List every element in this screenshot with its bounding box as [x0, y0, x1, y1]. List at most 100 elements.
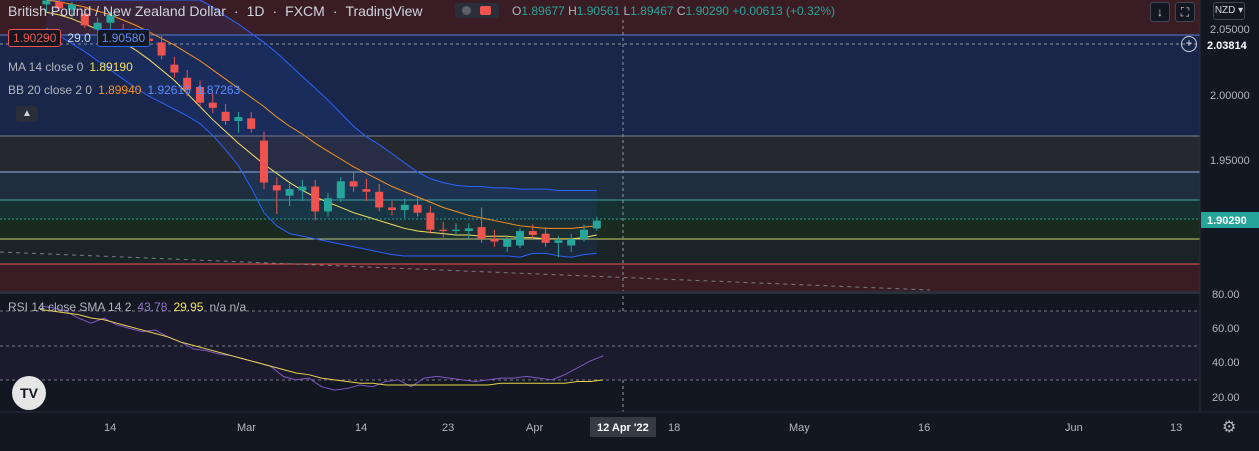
candle [592, 216, 601, 232]
candle-body [196, 86, 204, 103]
bb-lower-line [46, 27, 597, 258]
price-tick-3: 1.95000 [1210, 155, 1250, 167]
candle-body [42, 0, 51, 5]
market-status-icons[interactable] [455, 3, 499, 18]
candle-body [349, 181, 358, 187]
candle-body [93, 22, 102, 30]
candle [375, 183, 384, 212]
candle-body [80, 13, 89, 26]
settings-gear-icon[interactable]: ⚙ [1222, 419, 1237, 436]
candle [208, 93, 217, 114]
candle-body [388, 207, 396, 211]
candle-body [567, 238, 576, 246]
currency-selector[interactable]: NZD ▾ [1213, 2, 1245, 20]
candle [388, 200, 396, 216]
time-label-8: 16 [918, 422, 930, 434]
currency-label: NZD [1214, 5, 1236, 16]
candle [349, 172, 358, 192]
rsi-sma-line [39, 308, 604, 386]
rsi-legend[interactable]: RSI 14 close SMA 14 2 43.78 29.95 n/a n/… [8, 298, 246, 316]
interval-label[interactable]: 1D [246, 3, 265, 19]
time-label-5: Apr [526, 422, 543, 434]
candle [336, 177, 345, 203]
candle [580, 224, 588, 242]
bb-upper-line [46, 0, 597, 191]
candle-body [208, 102, 217, 108]
candle-body [298, 186, 307, 191]
header-separator: · [272, 3, 278, 19]
ohlc-change: +0.00613 (+0.32%) [732, 4, 836, 18]
candle-body [106, 14, 115, 23]
candle [42, 0, 51, 13]
candle-body [375, 191, 384, 208]
fib-band-green [0, 219, 1200, 239]
candle [400, 198, 409, 218]
candle-body [580, 229, 588, 239]
add-alert-plus-icon[interactable]: + [1181, 36, 1197, 52]
bb-legend[interactable]: BB 20 close 2 0 1.89940 1.92616 1.87263 [8, 81, 240, 99]
candle-body [490, 238, 499, 242]
candle [362, 178, 371, 201]
candle [106, 12, 115, 31]
candle-body [592, 220, 601, 229]
candle-body [170, 64, 179, 73]
candle-body [516, 231, 524, 246]
time-label-7: May [789, 422, 810, 434]
candle [80, 7, 89, 28]
symbol-title[interactable]: British Pound / New Zealand Dollar [8, 3, 226, 19]
ma-legend-value: 1.89190 [89, 60, 133, 74]
buy-button[interactable]: 1.90580 [96, 29, 151, 47]
pane-separator[interactable] [0, 291, 1259, 294]
ohlc-o-label: O [512, 4, 522, 18]
tradingview-logo-icon[interactable]: TV [12, 376, 46, 410]
candle [452, 223, 460, 235]
ohlc-readout: O1.89677 H1.90561 L1.89467 C1.90290 +0.0… [512, 4, 835, 18]
candle-body [311, 186, 320, 212]
ohlc-h-label: H [568, 4, 577, 18]
candle [234, 111, 243, 133]
last-price-label-bg [1201, 212, 1259, 228]
candle-body [157, 42, 166, 56]
candles [42, 0, 601, 258]
candle [426, 206, 435, 234]
crosshair-price-label-bg [1201, 37, 1259, 53]
candle-body [272, 185, 281, 191]
candle-body [452, 229, 460, 232]
time-label-2: Mar [237, 422, 256, 434]
rsi-tick-60: 60.00 [1212, 323, 1240, 335]
candle [554, 236, 563, 258]
download-icon[interactable]: ↓ [1150, 2, 1170, 22]
fib-band-red [0, 264, 1200, 291]
rsi-line [39, 305, 604, 391]
fullscreen-icon[interactable]: ⛶ [1175, 2, 1195, 22]
candle [516, 228, 524, 249]
time-label-4: 23 [442, 422, 454, 434]
candle-body [221, 111, 230, 122]
collapse-legend-button[interactable]: ▲ [16, 106, 38, 122]
candle [221, 103, 230, 125]
data-problem-icon[interactable] [480, 6, 491, 15]
symbol-header[interactable]: British Pound / New Zealand Dollar · 1D … [8, 2, 423, 20]
candle-body [260, 140, 268, 183]
rsi-legend-value: 43.78 [137, 300, 168, 314]
trend-line [0, 251, 931, 291]
candle [490, 229, 499, 247]
bb-basis-line [46, 0, 597, 229]
fib-band-upper-red [0, 0, 1200, 35]
spread-value: 29.0 [67, 31, 91, 45]
fib-band-teal [0, 200, 1200, 219]
fib-band-grey [0, 136, 1200, 172]
sell-button[interactable]: 1.90290 [8, 29, 62, 47]
candle-body [285, 189, 294, 196]
candle [528, 224, 537, 239]
candle [272, 177, 281, 215]
bollinger-fill [46, 0, 597, 258]
ma-legend[interactable]: MA 14 close 0 1.89190 [8, 58, 133, 76]
rsi-legend-na: n/a n/a [209, 300, 247, 314]
candle [260, 131, 268, 190]
ohlc-open: 1.89677 [521, 4, 565, 18]
exchange-label: FXCM [285, 3, 325, 19]
fib-band-slate [0, 172, 1200, 200]
